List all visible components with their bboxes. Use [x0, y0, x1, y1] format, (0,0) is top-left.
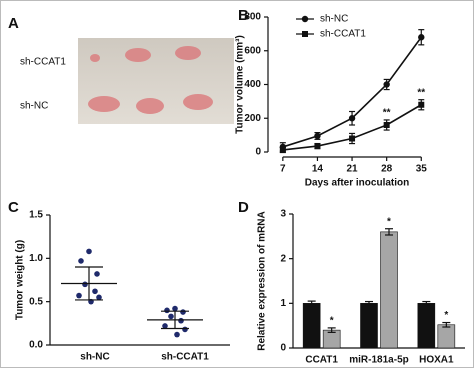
tumor-photo [78, 38, 234, 124]
annotation: * [330, 316, 334, 327]
tumor [183, 94, 213, 110]
point [418, 34, 425, 41]
dot [168, 313, 174, 320]
y-tick-label: 1.5 [29, 210, 43, 221]
bar [437, 324, 456, 349]
dot [182, 326, 188, 333]
x-tick-label: 28 [381, 164, 393, 175]
bar [360, 303, 378, 349]
point [349, 135, 356, 142]
x-tick-label: CCAT1 [305, 355, 338, 366]
x-tick-label: 35 [416, 164, 428, 175]
x-tick-label: 21 [346, 164, 358, 175]
y-tick-label: 400 [244, 79, 261, 90]
panel-label: A [8, 15, 19, 32]
legend-label: sh-NC [320, 14, 348, 25]
annotation: * [387, 216, 391, 227]
legend-marker [301, 15, 309, 23]
row-label: sh-NC [20, 101, 48, 112]
y-axis-label: Tumor volume (mm³) [235, 35, 246, 134]
panel-label: C [8, 199, 19, 216]
annotation: * [444, 310, 448, 321]
row-label: sh-CCAT1 [20, 57, 66, 68]
annotation: ** [383, 108, 391, 119]
x-tick-label: HOXA1 [419, 355, 454, 366]
point [279, 146, 286, 153]
y-tick-label: 1 [280, 298, 286, 309]
dot [96, 294, 102, 301]
panel-label: D [238, 199, 249, 216]
y-tick-label: 0 [280, 343, 286, 354]
y-tick-label: 0 [255, 147, 261, 158]
y-axis-label: Tumor weight (g) [15, 240, 26, 320]
bar [380, 231, 398, 349]
dot [92, 288, 98, 295]
x-tick-label: miR-181a-5p [349, 355, 408, 366]
x-tick-label: sh-NC [80, 352, 109, 363]
dot [174, 331, 180, 338]
tumor [175, 46, 201, 60]
bar [302, 303, 321, 349]
y-tick-label: 3 [280, 209, 286, 220]
annotation: ** [417, 87, 425, 98]
y-tick-label: 2 [280, 253, 286, 264]
dot [82, 281, 88, 288]
dot [94, 271, 100, 277]
tumor [136, 98, 164, 114]
y-tick-label: 0.0 [29, 340, 43, 351]
point [418, 101, 425, 108]
bar [417, 303, 436, 349]
legend-label: sh-CCAT1 [320, 29, 366, 40]
dot [180, 309, 186, 315]
y-tick-label: 0.5 [29, 296, 43, 307]
x-axis-label: Days after inoculation [305, 178, 409, 189]
dot [162, 323, 168, 329]
y-tick-label: 600 [244, 45, 261, 56]
y-axis-label: Relative expression of mRNA [257, 211, 268, 351]
dot [164, 307, 170, 314]
tumor [90, 54, 100, 62]
dot [178, 317, 184, 324]
tumor [125, 48, 151, 62]
dot [172, 305, 178, 312]
point [348, 115, 356, 122]
y-tick-label: 1.0 [29, 253, 43, 264]
x-tick-label: 7 [280, 164, 286, 175]
dot [86, 248, 92, 255]
y-tick-label: 800 [244, 12, 261, 23]
x-tick-label: 14 [312, 164, 324, 175]
dot [78, 258, 84, 264]
dot [76, 292, 82, 299]
panel-label: B [238, 7, 249, 24]
point [314, 143, 321, 150]
x-tick-label: sh-CCAT1 [161, 352, 209, 363]
point [383, 122, 390, 128]
point [314, 132, 321, 140]
tumor [88, 96, 120, 112]
legend-marker [302, 31, 308, 37]
point [383, 81, 390, 88]
y-tick-label: 200 [244, 113, 261, 124]
